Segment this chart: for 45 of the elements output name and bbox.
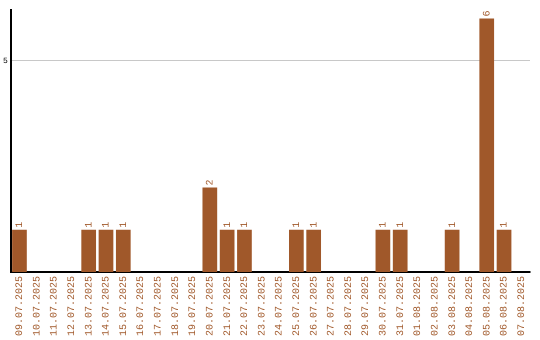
data-label: 1 bbox=[102, 222, 113, 228]
data-label: 1 bbox=[84, 222, 96, 228]
x-tick-label: 23.07.2025 bbox=[257, 276, 268, 336]
x-tick-label: 27.07.2025 bbox=[326, 276, 338, 336]
data-label: 1 bbox=[222, 222, 234, 228]
x-tick-label: 02.08.2025 bbox=[430, 276, 442, 336]
x-tick-label: 09.07.2025 bbox=[15, 276, 26, 336]
data-label: 1 bbox=[118, 222, 130, 228]
x-tick-label: 14.07.2025 bbox=[102, 276, 113, 336]
x-tick-label: 04.08.2025 bbox=[465, 276, 476, 336]
x-tick-label: 31.07.2025 bbox=[396, 276, 407, 336]
x-tick-label: 15.07.2025 bbox=[118, 276, 130, 336]
data-label: 1 bbox=[378, 222, 390, 228]
x-tick-label: 26.07.2025 bbox=[309, 276, 320, 336]
y-tick-label: 5 bbox=[2, 56, 8, 66]
x-tick-label: 20.07.2025 bbox=[205, 276, 216, 336]
data-label: 1 bbox=[15, 222, 26, 228]
x-tick-label: 11.07.2025 bbox=[50, 276, 61, 336]
data-label: 1 bbox=[292, 222, 303, 228]
data-label: 6 bbox=[482, 10, 494, 16]
x-tick-label: 01.08.2025 bbox=[413, 276, 424, 336]
data-label: 2 bbox=[205, 179, 216, 186]
data-label: 1 bbox=[240, 222, 252, 228]
x-tick-label: 07.08.2025 bbox=[516, 276, 528, 336]
x-tick-label: 12.07.2025 bbox=[67, 276, 78, 336]
x-tick-label: 19.07.2025 bbox=[188, 276, 200, 336]
x-tick-label: 21.07.2025 bbox=[222, 276, 234, 336]
x-tick-label: 29.07.2025 bbox=[361, 276, 372, 336]
x-tick-label: 28.07.2025 bbox=[344, 276, 355, 336]
data-label: 1 bbox=[396, 222, 407, 228]
x-tick-label: 17.07.2025 bbox=[154, 276, 165, 336]
data-label: 1 bbox=[309, 222, 320, 228]
x-tick-label: 24.07.2025 bbox=[274, 276, 286, 336]
x-tick-label: 18.07.2025 bbox=[170, 276, 182, 336]
data-label: 1 bbox=[448, 222, 459, 228]
data-label: 1 bbox=[500, 222, 511, 228]
x-tick-label: 03.08.2025 bbox=[448, 276, 459, 336]
x-tick-label: 22.07.2025 bbox=[240, 276, 252, 336]
x-tick-label: 13.07.2025 bbox=[84, 276, 96, 336]
x-tick-label: 16.07.2025 bbox=[136, 276, 148, 336]
x-tick-label: 25.07.2025 bbox=[292, 276, 303, 336]
x-tick-label: 05.08.2025 bbox=[482, 276, 494, 336]
x-tick-label: 30.07.2025 bbox=[378, 276, 390, 336]
x-tick-label: 06.08.2025 bbox=[500, 276, 511, 336]
x-tick-label: 10.07.2025 bbox=[32, 276, 44, 336]
